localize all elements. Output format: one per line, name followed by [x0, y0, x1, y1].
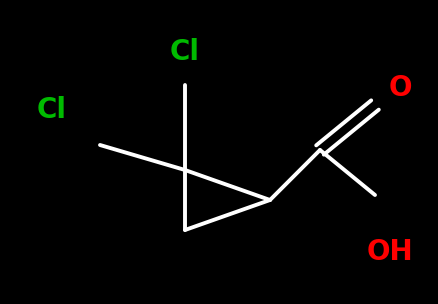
Text: OH: OH: [366, 238, 412, 266]
Text: Cl: Cl: [37, 96, 67, 124]
Text: O: O: [387, 74, 411, 102]
Text: Cl: Cl: [170, 38, 200, 66]
